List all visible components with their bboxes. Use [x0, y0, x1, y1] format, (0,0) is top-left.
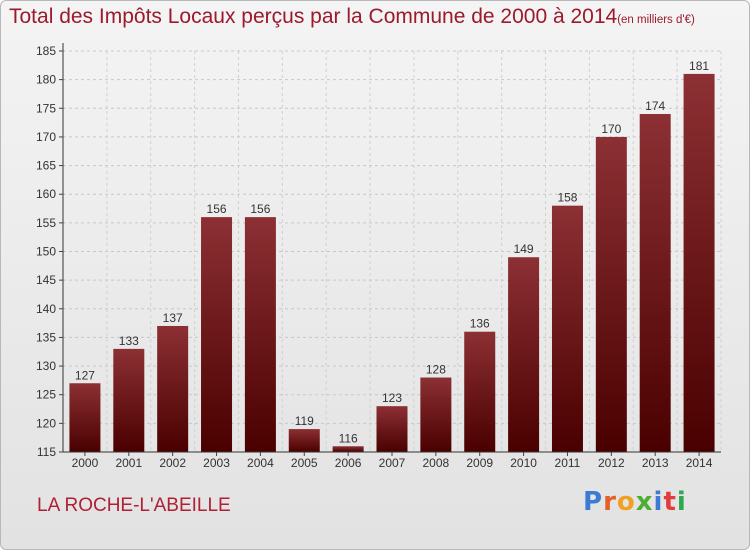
bar-2006 [332, 446, 364, 452]
title-unit: (en milliers d'€) [617, 14, 695, 26]
x-tick-label: 2013 [642, 456, 669, 470]
x-tick-label: 2010 [510, 456, 537, 470]
bar-2003 [201, 217, 233, 452]
y-tick-label: 145 [36, 273, 56, 287]
bar-2005 [288, 429, 320, 452]
logo-letter: r [603, 487, 617, 517]
bar-2014 [683, 73, 715, 453]
value-label: 158 [557, 191, 577, 205]
value-label: 123 [382, 391, 402, 405]
x-tick-label: 2003 [203, 456, 230, 470]
bar-2011 [551, 205, 583, 452]
bar-2000 [69, 383, 101, 452]
value-label: 149 [514, 242, 534, 256]
x-tick-label: 2011 [555, 456, 581, 470]
bar-2012 [595, 136, 627, 452]
value-label: 136 [470, 317, 490, 331]
y-tick-label: 125 [36, 388, 56, 402]
y-tick-label: 130 [36, 359, 56, 373]
y-tick-label: 170 [36, 130, 56, 144]
value-label: 127 [75, 368, 95, 382]
x-tick-label: 2009 [466, 456, 493, 470]
value-label: 133 [119, 334, 139, 348]
value-label: 181 [689, 59, 709, 73]
y-tick-label: 185 [36, 44, 56, 58]
x-tick-label: 2001 [115, 456, 142, 470]
value-label: 156 [250, 202, 270, 216]
logo-letter: i [676, 487, 687, 517]
value-label: 119 [295, 414, 314, 428]
bar-2007 [376, 406, 408, 452]
logo-letter: o [616, 487, 636, 517]
y-tick-label: 160 [36, 187, 56, 201]
value-label: 116 [339, 431, 358, 445]
y-tick-label: 165 [36, 159, 56, 173]
value-label: 156 [207, 202, 227, 216]
y-tick-label: 140 [36, 302, 56, 316]
x-tick-label: 2007 [379, 456, 406, 470]
y-tick-label: 175 [36, 101, 56, 115]
x-tick-label: 2006 [335, 456, 362, 470]
y-tick-label: 120 [36, 416, 56, 430]
commune-name: LA ROCHE-L'ABEILLE [37, 495, 231, 516]
bar-2002 [157, 325, 189, 452]
value-label: 170 [601, 122, 621, 136]
y-tick-label: 155 [36, 216, 56, 230]
bar-2001 [113, 348, 145, 452]
x-tick-label: 2012 [598, 456, 625, 470]
logo-letter: P [583, 487, 604, 517]
x-tick-label: 2008 [423, 456, 450, 470]
y-tick-label: 150 [36, 245, 56, 259]
y-tick-label: 180 [36, 73, 56, 87]
value-label: 128 [426, 363, 446, 377]
bar-2009 [464, 331, 496, 452]
logo-letter: t [663, 487, 677, 517]
chart-title: Total des Impôts Locaux perçus par la Co… [9, 5, 695, 29]
x-tick-label: 2002 [159, 456, 186, 470]
y-tick-label: 115 [37, 445, 56, 459]
bar-2004 [244, 217, 276, 452]
proxiti-logo[interactable]: Proxiti [583, 487, 687, 517]
value-label: 174 [645, 99, 665, 113]
x-tick-label: 2004 [247, 456, 274, 470]
bar-2008 [420, 377, 452, 452]
y-tick-label: 135 [36, 330, 56, 344]
logo-letter: x [635, 487, 654, 517]
bar-2013 [639, 114, 671, 452]
x-tick-label: 2000 [72, 456, 99, 470]
x-tick-label: 2014 [686, 456, 713, 470]
bar-2010 [508, 257, 540, 452]
logo-letter: i [653, 487, 664, 517]
title-main: Total des Impôts Locaux perçus par la Co… [9, 5, 618, 28]
x-tick-label: 2005 [291, 456, 318, 470]
value-label: 137 [163, 311, 183, 325]
